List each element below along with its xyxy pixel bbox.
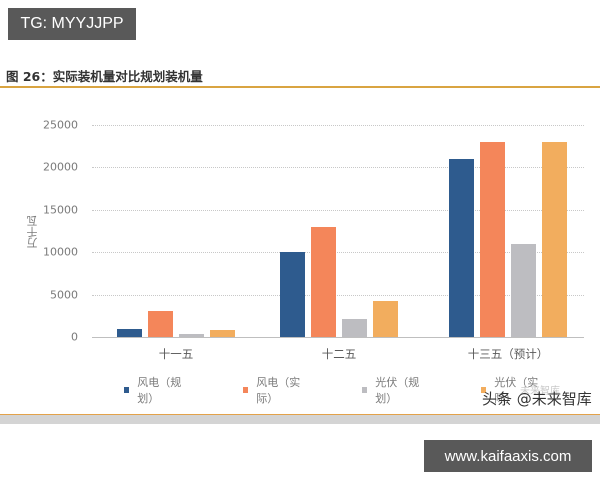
figure-title: 图 26：实际装机量对比规划装机量: [6, 69, 203, 84]
legend-swatch-icon: [124, 387, 130, 393]
bar-chart: 万千瓦 0 5000 10000 15000 20000 25000 十一五 十二五 十三五（…: [26, 118, 600, 406]
y-tick-label: 20000: [43, 160, 78, 174]
legend-swatch-icon: [243, 387, 249, 393]
legend-label: 光伏（实际）: [494, 376, 539, 405]
bar: [148, 310, 173, 337]
bar: [280, 252, 305, 337]
gridline: [92, 294, 584, 296]
x-axis-line: [92, 337, 584, 338]
bar: [449, 158, 474, 337]
y-tick-label: 15000: [43, 203, 78, 217]
y-tick-label: 10000: [43, 245, 78, 259]
y-tick-label: 25000: [43, 118, 78, 132]
gridline: [92, 167, 584, 169]
gridline: [92, 209, 584, 211]
bar: [342, 319, 367, 337]
y-axis-label: 万千瓦: [26, 215, 39, 249]
gridline: [92, 125, 584, 126]
y-tick-label: 5000: [50, 288, 78, 302]
title-divider: [0, 86, 600, 88]
bar: [373, 300, 398, 337]
legend-label: 风电（实际）: [256, 376, 301, 405]
x-tick-label: 十三五（预计）: [467, 347, 549, 361]
bar: [311, 226, 336, 337]
legend-item: 风电（实际）: [243, 374, 314, 406]
x-tick-label: 十一五: [158, 347, 194, 361]
bar: [511, 243, 536, 337]
legend-label: 光伏（规划）: [375, 376, 420, 405]
bar: [542, 141, 567, 337]
legend-item: 光伏（规划）: [362, 374, 433, 406]
bottom-divider: [0, 414, 600, 415]
bar: [480, 141, 505, 337]
bar: [210, 330, 235, 337]
toutiao-watermark: 头条 @未来智库: [482, 390, 592, 408]
legend-swatch-icon: [481, 387, 487, 393]
bottom-band: [0, 415, 600, 424]
bar: [179, 334, 204, 337]
legend-label: 风电（规划）: [137, 376, 182, 405]
legend-item: 光伏（实际）: [481, 374, 552, 406]
x-tick-label: 十二五: [321, 347, 357, 361]
legend-swatch-icon: [362, 387, 368, 393]
faint-watermark: 未来智库: [520, 386, 560, 397]
bar: [117, 328, 142, 337]
site-url-badge: www.kaifaaxis.com: [424, 440, 592, 472]
gridline: [92, 252, 584, 254]
tg-watermark-badge: TG: MYYJJPP: [8, 8, 136, 40]
chart-legend: 风电（规划） 风电（实际） 光伏（规划） 光伏（实际）: [124, 374, 600, 406]
legend-item: 风电（规划）: [124, 374, 195, 406]
y-tick-label: 0: [71, 330, 78, 344]
